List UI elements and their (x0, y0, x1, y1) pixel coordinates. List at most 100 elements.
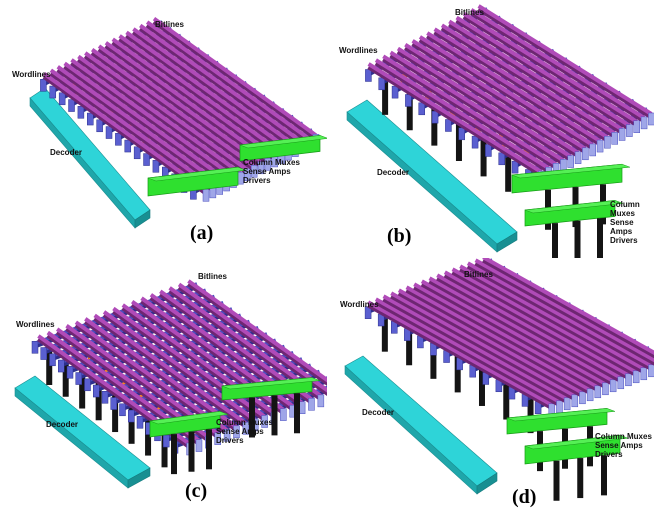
tsv-pillar (574, 220, 581, 258)
wordline-end (163, 434, 170, 448)
bitline-end (250, 165, 258, 178)
wordline-end (115, 133, 122, 146)
column-mux-block-top (147, 166, 247, 182)
bitline (433, 30, 609, 143)
bitline (93, 316, 248, 429)
wordline-end (77, 106, 85, 119)
tsv-pillar (112, 394, 119, 433)
tsv-pillar (480, 138, 487, 177)
bitline-end (617, 376, 625, 390)
bitline-end (602, 382, 609, 396)
bitline (177, 282, 327, 393)
bitline (462, 14, 638, 127)
bitline (102, 313, 257, 425)
tsv-pillar (406, 92, 413, 131)
wordline-end (143, 153, 150, 166)
bitline (152, 19, 318, 141)
wordline-end (458, 127, 465, 141)
bitline-end (223, 429, 231, 442)
bitline (83, 319, 238, 432)
tsv-pillar (294, 393, 300, 434)
wordline-end (365, 69, 372, 82)
column-block-label: Column Muxes Sense Amps Drivers (243, 158, 300, 185)
bitline (70, 58, 235, 179)
column-mux-block-top (511, 163, 631, 179)
bitline (56, 67, 222, 189)
tsv-pillar (95, 382, 102, 421)
bitline-end (586, 388, 594, 402)
bitline-end (632, 370, 640, 384)
tsv-pillar (597, 218, 603, 258)
bitline-end (214, 432, 221, 445)
bitline (382, 54, 558, 166)
bitline (83, 54, 249, 175)
bitline (125, 33, 290, 154)
bitline (474, 258, 654, 363)
bitline (367, 300, 553, 407)
bitline-end (594, 385, 602, 399)
bitline (90, 50, 256, 172)
bitline (374, 297, 561, 404)
bitline (111, 37, 276, 158)
bitline (462, 12, 638, 124)
bitline (397, 291, 584, 398)
bitline (411, 41, 587, 154)
column-block-label: Column Muxes Sense Amps Drivers (216, 418, 273, 445)
bitline (474, 261, 654, 366)
bitline-end (264, 158, 272, 171)
bitline (187, 282, 327, 386)
bitline-end (648, 364, 654, 378)
wordline-end (445, 119, 452, 132)
bitline-end (625, 373, 632, 387)
wordline-end (511, 160, 519, 174)
bitline (420, 279, 607, 386)
wordline-end (485, 144, 492, 157)
tsv-pillar (478, 367, 485, 406)
wordline-end (66, 366, 74, 379)
decoder-label: Decoder (377, 168, 410, 177)
bitline (440, 26, 616, 139)
wordline-end (58, 359, 65, 373)
panel-caption: (b) (387, 225, 412, 247)
bitline (428, 276, 615, 383)
bitline (455, 15, 631, 128)
bitline (132, 27, 297, 148)
bitline-end (280, 408, 287, 421)
bitline (482, 258, 654, 355)
bitline-end (626, 124, 633, 137)
bitline (443, 270, 630, 377)
bitline (374, 300, 561, 407)
wordline-end (136, 416, 144, 429)
bitline (459, 264, 645, 371)
bitline (451, 267, 638, 374)
bitline (426, 31, 602, 143)
bitline (152, 17, 318, 137)
wordline-end (31, 341, 39, 354)
bitline-end (604, 135, 611, 149)
wordline-end (152, 160, 160, 173)
bitline-end (633, 120, 640, 133)
bitline (125, 30, 290, 151)
bitline (118, 37, 283, 158)
tsv-pillar (171, 434, 177, 475)
bitline (436, 276, 622, 383)
bitline (396, 49, 572, 162)
decoder-label: Decoder (46, 420, 79, 429)
bitline-end (640, 116, 648, 130)
wordline-end (133, 146, 141, 160)
bitline (426, 34, 602, 147)
bitline (411, 39, 587, 151)
bitline (470, 8, 646, 120)
tsv-pillar (271, 395, 278, 436)
bitline (367, 303, 553, 410)
tsv-pillar (552, 223, 558, 258)
tsv-pillar (406, 327, 413, 366)
wordline-end (119, 403, 126, 417)
bitline-end (648, 112, 654, 126)
bitline-end (242, 422, 250, 435)
decoder-block-front (496, 231, 518, 253)
bitline-end (257, 161, 265, 175)
decoder-block-front (127, 467, 151, 489)
bitline (477, 7, 653, 119)
tsv-pillar (454, 354, 461, 393)
